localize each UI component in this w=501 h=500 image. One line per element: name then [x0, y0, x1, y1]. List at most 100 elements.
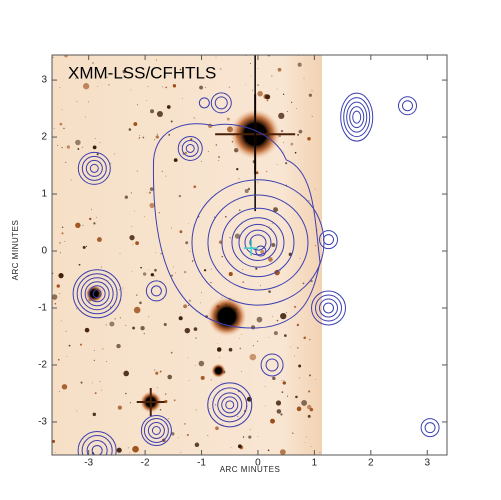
- star: [283, 151, 284, 153]
- star: [218, 156, 220, 158]
- star: [137, 104, 138, 106]
- star: [184, 423, 186, 425]
- star: [260, 249, 265, 255]
- star: [101, 266, 103, 268]
- star: [237, 415, 239, 417]
- star: [221, 255, 223, 258]
- star: [276, 88, 278, 90]
- star: [156, 387, 158, 389]
- star: [293, 305, 297, 309]
- star: [129, 452, 131, 454]
- star: [270, 418, 275, 424]
- star: [308, 374, 311, 377]
- star: [90, 208, 93, 210]
- star: [217, 343, 219, 345]
- star: [146, 192, 148, 194]
- star: [303, 336, 307, 340]
- star: [82, 245, 86, 249]
- contour: [76, 273, 118, 315]
- star: [135, 241, 139, 246]
- star: [293, 432, 295, 434]
- star: [241, 333, 243, 335]
- star: [163, 323, 167, 326]
- y-tick-label: -1: [38, 303, 47, 314]
- star: [247, 405, 248, 407]
- star: [78, 263, 81, 266]
- star: [252, 89, 254, 91]
- star: [210, 268, 212, 270]
- star: [303, 78, 305, 80]
- star: [114, 318, 116, 320]
- contour: [84, 281, 110, 307]
- star: [160, 253, 162, 255]
- star: [230, 446, 232, 448]
- star: [201, 292, 202, 294]
- star: [76, 410, 78, 412]
- star: [99, 142, 101, 143]
- star: [250, 75, 252, 77]
- star: [147, 86, 149, 88]
- star: [283, 379, 285, 381]
- star: [85, 245, 88, 248]
- star: [299, 258, 301, 259]
- star: [61, 108, 63, 110]
- x-tick-label: 0: [255, 458, 261, 469]
- star: [234, 233, 241, 239]
- star: [194, 442, 200, 448]
- star: [175, 272, 177, 274]
- star: [295, 395, 298, 399]
- star: [93, 359, 95, 362]
- contour: [343, 97, 371, 138]
- star: [109, 306, 112, 308]
- contour: [402, 100, 413, 112]
- contour: [88, 285, 106, 303]
- star: [52, 56, 54, 58]
- contour: [349, 106, 365, 129]
- star: [238, 209, 241, 212]
- star: [310, 446, 312, 448]
- star: [268, 337, 270, 338]
- star: [159, 409, 162, 411]
- star: [220, 68, 222, 70]
- star: [56, 144, 59, 146]
- star: [229, 237, 231, 239]
- star: [200, 375, 205, 380]
- star: [291, 101, 293, 103]
- star: [59, 293, 61, 294]
- star: [148, 269, 150, 271]
- star: [87, 101, 89, 103]
- star: [310, 280, 313, 283]
- star: [269, 226, 270, 228]
- star: [308, 390, 311, 393]
- star: [228, 86, 231, 88]
- star: [298, 364, 302, 368]
- star: [209, 407, 211, 409]
- star: [159, 370, 162, 373]
- star: [107, 280, 109, 282]
- star: [116, 343, 121, 349]
- star: [76, 308, 77, 310]
- star: [150, 273, 154, 277]
- contour: [140, 414, 172, 446]
- star: [257, 84, 259, 86]
- contour: [198, 97, 210, 109]
- star: [119, 253, 121, 255]
- contour: [81, 155, 107, 181]
- star: [59, 122, 63, 126]
- star: [155, 59, 157, 61]
- star: [65, 330, 67, 332]
- star: [296, 346, 299, 349]
- star: [123, 370, 130, 377]
- star: [187, 223, 189, 224]
- star: [59, 87, 61, 89]
- contour: [420, 418, 440, 438]
- star: [66, 145, 71, 149]
- star: [280, 413, 283, 416]
- star: [130, 89, 132, 91]
- star: [179, 68, 182, 71]
- star: [139, 301, 142, 305]
- star: [311, 115, 313, 117]
- star: [249, 429, 251, 431]
- star: [215, 426, 219, 431]
- star: [286, 110, 289, 112]
